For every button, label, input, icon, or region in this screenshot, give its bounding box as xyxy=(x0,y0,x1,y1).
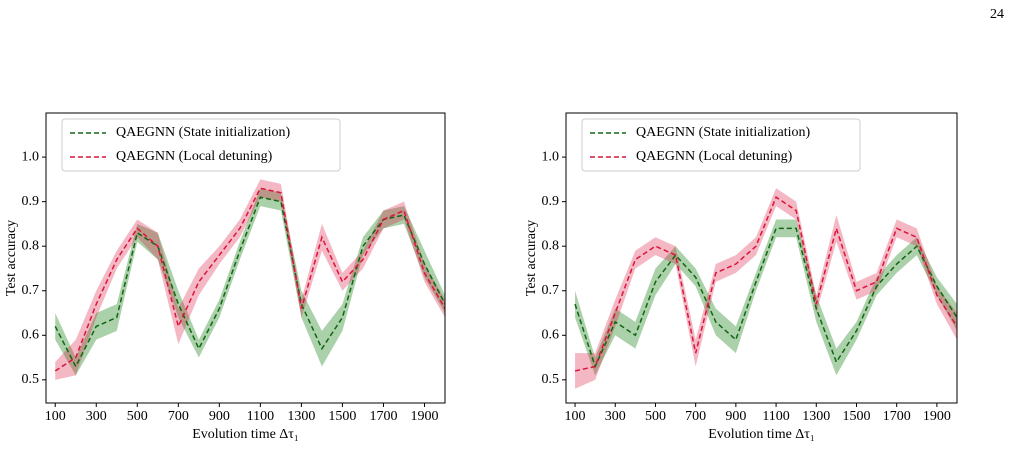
x-tick-label: 100 xyxy=(565,409,586,424)
x-tick-label: 1300 xyxy=(287,409,315,424)
legend-box xyxy=(581,118,861,172)
x-tick-label: 300 xyxy=(605,409,626,424)
y-tick-label: 1.0 xyxy=(542,149,560,164)
x-tick-label: 700 xyxy=(685,409,706,424)
y-tick-label: 0.9 xyxy=(22,194,40,209)
x-tick-label: 300 xyxy=(86,409,107,424)
x-tick-label: 1700 xyxy=(369,409,397,424)
legend-label: QAEGNN (Local detuning) xyxy=(116,149,273,164)
error-band xyxy=(575,188,957,389)
x-axis-label: Evolution time Δτ₁ xyxy=(708,427,815,442)
y-tick-label: 0.7 xyxy=(22,283,40,298)
x-tick-label: 1700 xyxy=(883,409,911,424)
legend-label: QAEGNN (State initialization) xyxy=(116,125,291,140)
legend-label: QAEGNN (Local detuning) xyxy=(636,149,793,164)
x-axis-label: Evolution time Δτ₁ xyxy=(192,427,299,442)
legend-box xyxy=(61,118,341,172)
x-tick-label: 700 xyxy=(168,409,189,424)
legend-label: QAEGNN (State initialization) xyxy=(636,125,811,140)
error-band xyxy=(55,188,445,376)
x-tick-label: 900 xyxy=(209,409,230,424)
axes-frame xyxy=(565,112,958,404)
y-tick-label: 1.0 xyxy=(22,149,40,164)
y-tick-label: 0.5 xyxy=(542,372,560,387)
page-number: 24 xyxy=(990,7,1004,22)
y-tick-label: 0.5 xyxy=(22,372,40,387)
x-tick-label: 900 xyxy=(725,409,746,424)
y-tick-label: 0.6 xyxy=(542,328,560,343)
y-tick-label: 0.9 xyxy=(542,194,560,209)
y-tick-label: 0.7 xyxy=(542,283,560,298)
axes-frame xyxy=(45,112,446,404)
series-line xyxy=(54,196,445,369)
series-line xyxy=(54,187,445,372)
y-tick-label: 0.8 xyxy=(22,238,40,253)
x-tick-label: 1500 xyxy=(842,409,870,424)
x-tick-label: 500 xyxy=(127,409,148,424)
y-axis-label: Test accuracy xyxy=(4,220,19,296)
y-tick-label: 0.6 xyxy=(22,328,40,343)
x-tick-label: 1500 xyxy=(328,409,356,424)
x-tick-label: 1300 xyxy=(802,409,830,424)
y-axis-label: Test accuracy xyxy=(524,220,539,296)
plot-area xyxy=(574,188,957,389)
x-tick-label: 100 xyxy=(45,409,66,424)
series-line xyxy=(574,196,957,372)
error-band xyxy=(575,219,957,376)
y-tick-label: 0.8 xyxy=(542,238,560,253)
error-band xyxy=(55,179,445,380)
plot-area xyxy=(54,179,445,380)
x-tick-label: 1900 xyxy=(410,409,438,424)
x-tick-label: 1100 xyxy=(762,409,789,424)
x-tick-label: 1100 xyxy=(247,409,274,424)
x-tick-label: 500 xyxy=(645,409,666,424)
x-tick-label: 1900 xyxy=(923,409,951,424)
series-line xyxy=(574,227,957,369)
